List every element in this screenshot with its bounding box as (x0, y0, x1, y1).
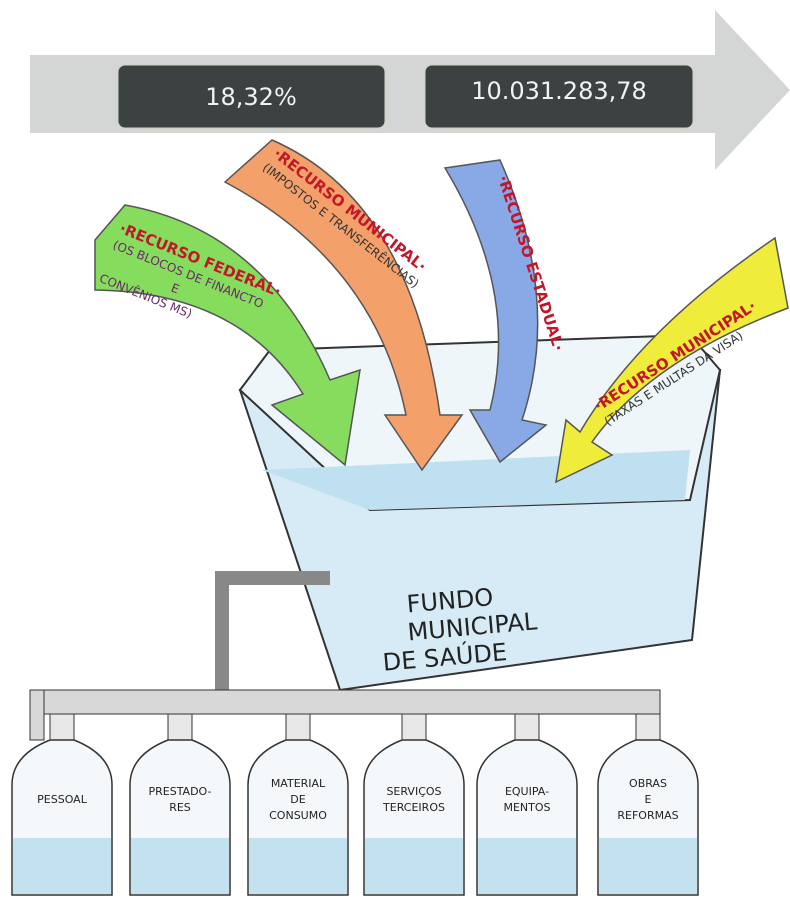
amount: 10.031.283,78 (471, 77, 647, 105)
bottle-label: E (645, 793, 652, 806)
bottle-liquid (599, 838, 697, 894)
bottle-label: CONSUMO (269, 809, 327, 822)
illustration: 18,32% 10.031.283,78 ·RECURSO FEDERAL·(O… (0, 0, 790, 906)
bottle-label: TERCEIROS (382, 801, 445, 814)
bottle-neck (168, 714, 192, 740)
bottle-label: SERVIÇOS (386, 785, 441, 798)
bottle-neck (636, 714, 660, 740)
bottle-liquid (131, 838, 229, 894)
bottle-label: OBRAS (629, 777, 667, 790)
bottle-neck (515, 714, 539, 740)
bottle-liquid (13, 838, 111, 894)
bottle-label: RES (169, 801, 191, 814)
pipe-end (30, 690, 44, 740)
bottle-neck (402, 714, 426, 740)
bottle-label: REFORMAS (617, 809, 678, 822)
bottle-label: EQUIPA- (505, 785, 549, 798)
bottle-label: PRESTADO- (148, 785, 211, 798)
bottle-label: MENTOS (503, 801, 550, 814)
bottle-liquid (365, 838, 463, 894)
bottle-label: PESSOAL (37, 793, 88, 806)
bottle-neck (286, 714, 310, 740)
bottle-liquid (249, 838, 347, 894)
bottle-label: MATERIAL (271, 777, 326, 790)
bottle-neck (50, 714, 74, 740)
bottle-liquid (478, 838, 576, 894)
main-pipe (40, 690, 660, 714)
bottle-label: DE (290, 793, 305, 806)
percent: 18,32% (205, 83, 297, 111)
